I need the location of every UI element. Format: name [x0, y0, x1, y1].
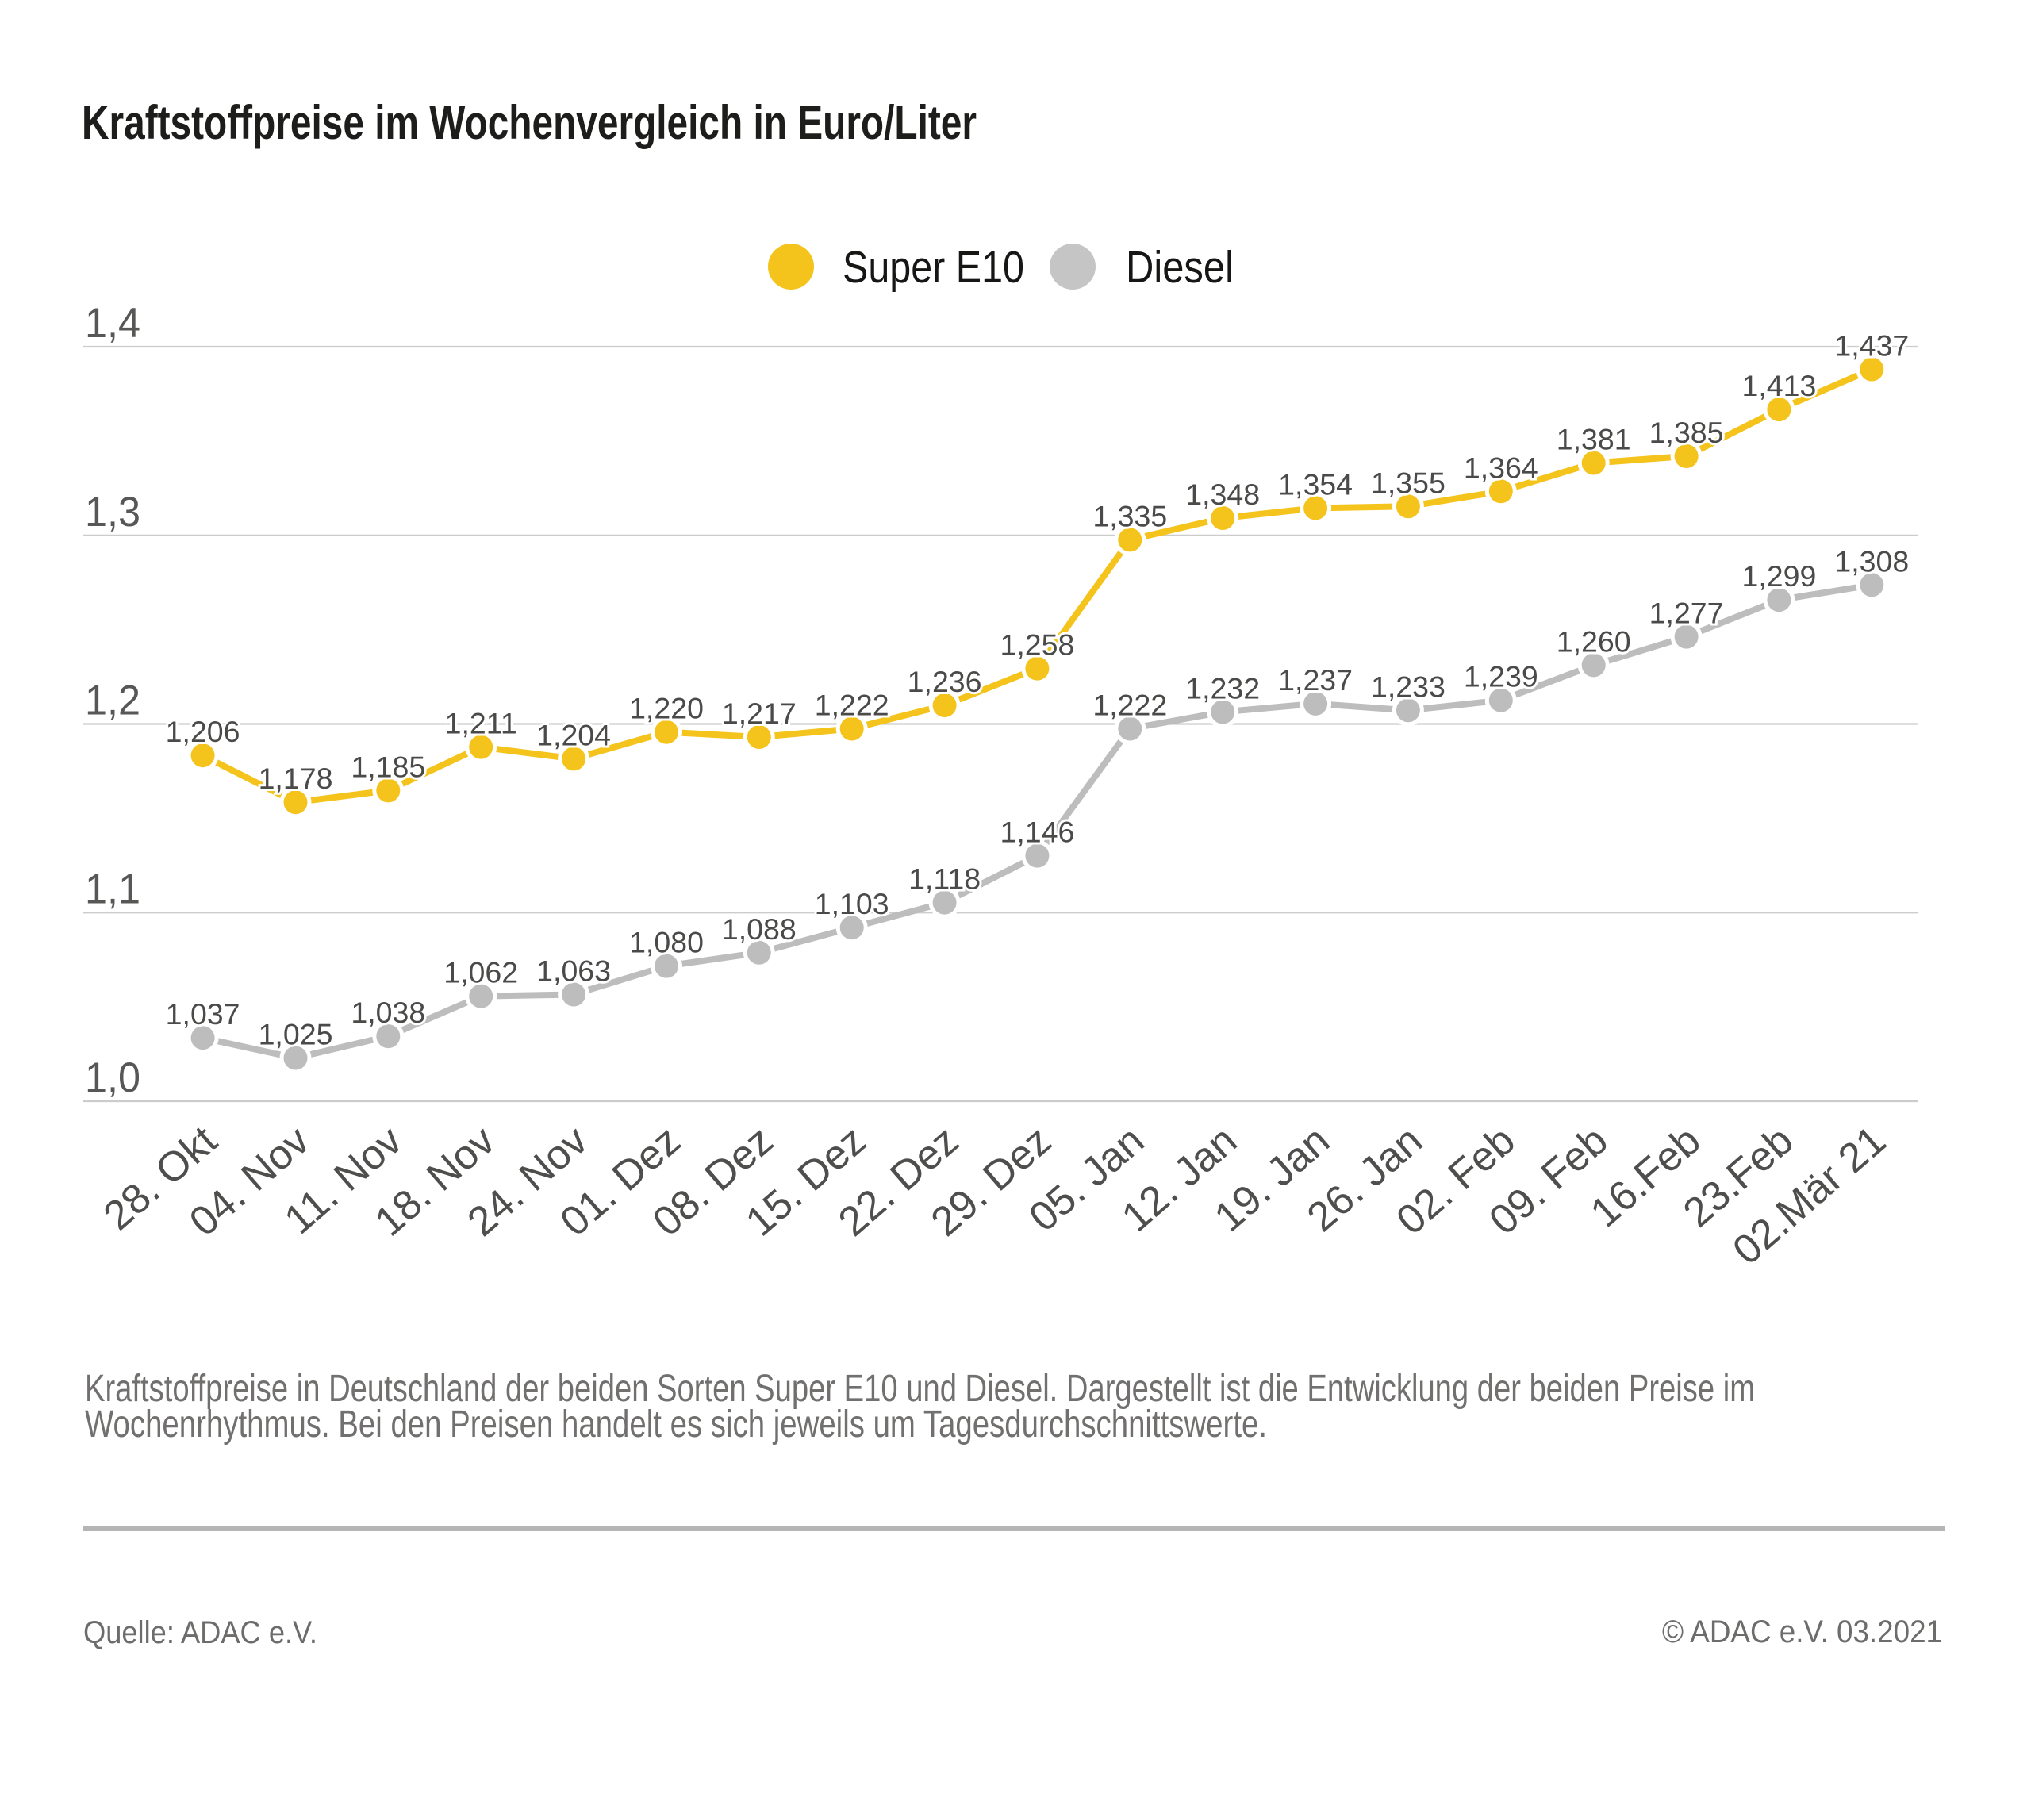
- svg-text:1,0: 1,0: [85, 1054, 140, 1101]
- svg-text:1,277: 1,277: [1649, 597, 1724, 630]
- svg-text:1,103: 1,103: [815, 887, 889, 920]
- svg-text:1,178: 1,178: [259, 762, 333, 795]
- svg-text:1,308: 1,308: [1834, 544, 1909, 578]
- svg-text:1,080: 1,080: [629, 926, 704, 959]
- svg-text:1,437: 1,437: [1834, 329, 1909, 363]
- svg-text:1,260: 1,260: [1557, 624, 1631, 658]
- svg-text:1,088: 1,088: [722, 912, 797, 946]
- svg-text:1,354: 1,354: [1278, 467, 1353, 501]
- svg-text:1,381: 1,381: [1557, 423, 1631, 456]
- svg-text:1,348: 1,348: [1185, 478, 1260, 511]
- svg-text:1,220: 1,220: [629, 692, 704, 725]
- svg-text:Quelle: ADAC e.V.: Quelle: ADAC e.V.: [83, 1615, 317, 1650]
- svg-text:1,233: 1,233: [1371, 670, 1446, 703]
- svg-text:1,258: 1,258: [1000, 628, 1074, 662]
- svg-text:1,355: 1,355: [1371, 466, 1446, 499]
- svg-text:Kraftstoffpreise im Wochenverg: Kraftstoffpreise im Wochenvergleich in E…: [82, 96, 977, 149]
- svg-text:1,204: 1,204: [536, 718, 611, 751]
- svg-text:1,206: 1,206: [166, 715, 240, 748]
- svg-text:1,211: 1,211: [445, 707, 517, 740]
- svg-text:Diesel: Diesel: [1126, 242, 1234, 293]
- svg-text:1,1: 1,1: [85, 866, 140, 912]
- svg-text:1,239: 1,239: [1464, 660, 1538, 693]
- svg-text:1,222: 1,222: [1092, 689, 1167, 722]
- svg-text:1,3: 1,3: [85, 489, 140, 536]
- svg-text:1,413: 1,413: [1741, 369, 1816, 402]
- svg-text:1,335: 1,335: [1092, 499, 1167, 532]
- svg-text:Kraftstoffpreise in Deutschlan: Kraftstoffpreise in Deutschland der beid…: [85, 1368, 1755, 1410]
- svg-text:1,2: 1,2: [85, 678, 140, 724]
- svg-text:1,185: 1,185: [351, 750, 425, 783]
- svg-text:1,385: 1,385: [1649, 416, 1724, 449]
- svg-text:1,037: 1,037: [166, 997, 240, 1031]
- svg-text:1,063: 1,063: [536, 954, 611, 988]
- svg-text:Super E10: Super E10: [843, 242, 1024, 293]
- svg-text:© ADAC e.V. 03.2021: © ADAC e.V. 03.2021: [1662, 1615, 1942, 1649]
- svg-text:Wochenrhythmus. Bei den Preise: Wochenrhythmus. Bei den Preisen handelt …: [85, 1403, 1267, 1446]
- svg-text:1,4: 1,4: [85, 300, 140, 347]
- svg-text:1,222: 1,222: [815, 689, 889, 722]
- svg-text:1,118: 1,118: [908, 862, 981, 896]
- svg-text:1,025: 1,025: [259, 1018, 333, 1051]
- svg-text:1,236: 1,236: [908, 665, 982, 698]
- svg-text:1,299: 1,299: [1741, 559, 1816, 593]
- svg-text:1,062: 1,062: [443, 956, 518, 989]
- svg-text:1,232: 1,232: [1185, 671, 1260, 705]
- svg-text:1,364: 1,364: [1464, 451, 1538, 484]
- svg-text:1,146: 1,146: [1000, 816, 1074, 849]
- svg-text:1,217: 1,217: [722, 697, 797, 730]
- svg-text:1,038: 1,038: [351, 996, 425, 1029]
- svg-text:1,237: 1,237: [1278, 663, 1353, 697]
